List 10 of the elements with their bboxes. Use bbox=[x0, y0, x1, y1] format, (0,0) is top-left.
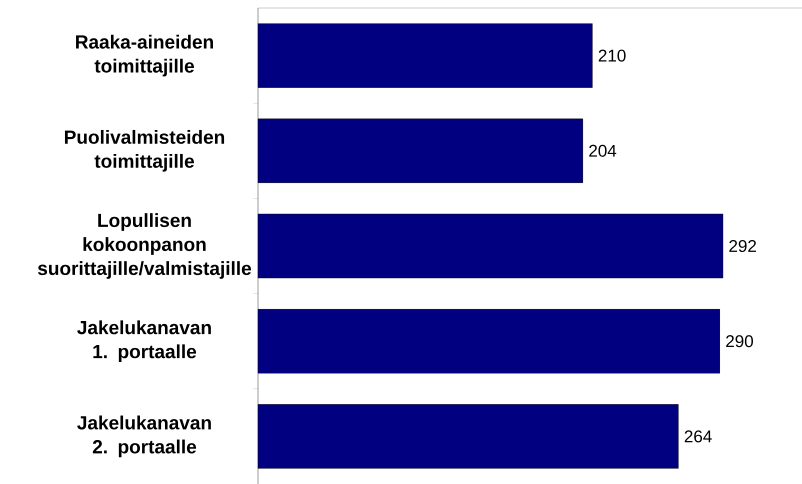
y-tick-label: Lopullisen kokoonpanon suorittajille/valmistajille bbox=[38, 213, 252, 279]
data-label: 264 bbox=[684, 430, 712, 442]
data-label: 292 bbox=[729, 240, 756, 252]
y-tick-label: Puolivalmisteiden toimittajille bbox=[64, 130, 224, 172]
y-tick-label: Jakelukanavan 1. portaalle bbox=[77, 320, 211, 362]
y-tick-label: Jakelukanavan 2. portaalle bbox=[77, 416, 211, 458]
data-label: 210 bbox=[598, 50, 626, 62]
data-label: 204 bbox=[589, 144, 616, 157]
data-label: 290 bbox=[726, 335, 753, 348]
y-tick-label: Raaka-aineiden toimittajille bbox=[76, 34, 213, 76]
